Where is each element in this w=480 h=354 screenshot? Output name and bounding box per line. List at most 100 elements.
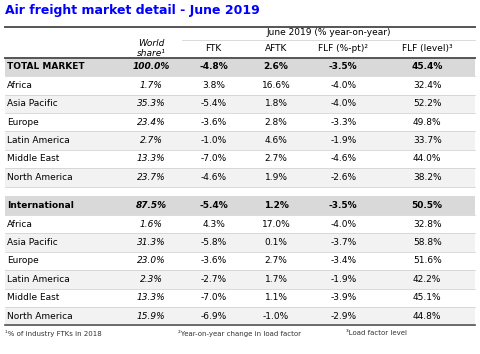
- Text: 45.4%: 45.4%: [411, 62, 443, 72]
- Text: 32.8%: 32.8%: [413, 219, 442, 229]
- Text: TOTAL MARKET: TOTAL MARKET: [7, 62, 85, 72]
- Text: 33.7%: 33.7%: [413, 136, 442, 145]
- Text: -7.0%: -7.0%: [201, 154, 227, 164]
- Text: North America: North America: [7, 173, 73, 182]
- Text: 4.3%: 4.3%: [202, 219, 225, 229]
- Text: World
share¹: World share¹: [137, 39, 166, 58]
- Text: North America: North America: [7, 312, 73, 321]
- Text: -2.6%: -2.6%: [330, 173, 356, 182]
- Text: 2.7%: 2.7%: [140, 136, 163, 145]
- Text: Europe: Europe: [7, 256, 39, 266]
- Text: -1.0%: -1.0%: [263, 312, 289, 321]
- FancyBboxPatch shape: [5, 252, 475, 270]
- Text: -5.4%: -5.4%: [201, 99, 227, 108]
- FancyBboxPatch shape: [5, 307, 475, 325]
- Text: Asia Pacific: Asia Pacific: [7, 99, 58, 108]
- Text: 87.5%: 87.5%: [136, 201, 167, 210]
- Text: -3.3%: -3.3%: [330, 118, 356, 127]
- Text: 13.3%: 13.3%: [137, 154, 166, 164]
- Text: FTK: FTK: [205, 44, 222, 53]
- FancyBboxPatch shape: [5, 150, 475, 168]
- Text: -5.8%: -5.8%: [201, 238, 227, 247]
- Text: June 2019 (% year-on-year): June 2019 (% year-on-year): [266, 28, 391, 37]
- Text: 4.6%: 4.6%: [264, 136, 288, 145]
- Text: Europe: Europe: [7, 118, 39, 127]
- Text: Air freight market detail - June 2019: Air freight market detail - June 2019: [5, 4, 260, 17]
- Text: Latin America: Latin America: [7, 275, 70, 284]
- Text: -4.6%: -4.6%: [201, 173, 227, 182]
- Text: 13.3%: 13.3%: [137, 293, 166, 302]
- Text: 1.7%: 1.7%: [264, 275, 288, 284]
- Text: Africa: Africa: [7, 219, 33, 229]
- Text: ²Year-on-year change in load factor: ²Year-on-year change in load factor: [178, 330, 300, 337]
- Text: 38.2%: 38.2%: [413, 173, 442, 182]
- Text: -3.4%: -3.4%: [330, 256, 356, 266]
- Text: -2.7%: -2.7%: [201, 275, 227, 284]
- FancyBboxPatch shape: [5, 95, 475, 113]
- Text: 1.2%: 1.2%: [264, 201, 288, 210]
- FancyBboxPatch shape: [5, 233, 475, 252]
- Text: -4.6%: -4.6%: [330, 154, 356, 164]
- Text: 1.7%: 1.7%: [140, 81, 163, 90]
- Text: 15.9%: 15.9%: [137, 312, 166, 321]
- Text: 2.6%: 2.6%: [264, 62, 288, 72]
- Text: -1.0%: -1.0%: [201, 136, 227, 145]
- Text: International: International: [7, 201, 74, 210]
- Text: 1.1%: 1.1%: [264, 293, 288, 302]
- Text: 100.0%: 100.0%: [132, 62, 170, 72]
- Text: 2.8%: 2.8%: [264, 118, 288, 127]
- Text: 23.0%: 23.0%: [137, 256, 166, 266]
- Text: -4.0%: -4.0%: [330, 219, 356, 229]
- Text: -7.0%: -7.0%: [201, 293, 227, 302]
- Text: 42.2%: 42.2%: [413, 275, 442, 284]
- FancyBboxPatch shape: [5, 168, 475, 187]
- Text: 35.3%: 35.3%: [137, 99, 166, 108]
- Text: 32.4%: 32.4%: [413, 81, 442, 90]
- Text: 16.6%: 16.6%: [262, 81, 290, 90]
- Text: 44.0%: 44.0%: [413, 154, 442, 164]
- Text: 52.2%: 52.2%: [413, 99, 442, 108]
- Text: 45.1%: 45.1%: [413, 293, 442, 302]
- Text: -3.6%: -3.6%: [201, 256, 227, 266]
- Text: 0.1%: 0.1%: [264, 238, 288, 247]
- Text: Middle East: Middle East: [7, 154, 60, 164]
- Text: 1.9%: 1.9%: [264, 173, 288, 182]
- Text: 51.6%: 51.6%: [413, 256, 442, 266]
- Text: -1.9%: -1.9%: [330, 275, 356, 284]
- Text: FLF (%-pt)²: FLF (%-pt)²: [318, 44, 368, 53]
- Text: 2.7%: 2.7%: [264, 256, 288, 266]
- FancyBboxPatch shape: [5, 58, 475, 76]
- Text: -3.7%: -3.7%: [330, 238, 356, 247]
- Text: FLF (level)³: FLF (level)³: [402, 44, 453, 53]
- Text: Latin America: Latin America: [7, 136, 70, 145]
- Text: 17.0%: 17.0%: [262, 219, 290, 229]
- Text: -3.5%: -3.5%: [329, 62, 358, 72]
- Text: -1.9%: -1.9%: [330, 136, 356, 145]
- Text: Middle East: Middle East: [7, 293, 60, 302]
- Text: -4.8%: -4.8%: [199, 62, 228, 72]
- FancyBboxPatch shape: [5, 113, 475, 131]
- FancyBboxPatch shape: [5, 215, 475, 233]
- Text: 3.8%: 3.8%: [202, 81, 225, 90]
- Text: 23.4%: 23.4%: [137, 118, 166, 127]
- Text: 23.7%: 23.7%: [137, 173, 166, 182]
- Text: -4.0%: -4.0%: [330, 99, 356, 108]
- Text: ¹% of industry FTKs in 2018: ¹% of industry FTKs in 2018: [5, 330, 102, 337]
- Text: -4.0%: -4.0%: [330, 81, 356, 90]
- Text: 50.5%: 50.5%: [412, 201, 443, 210]
- Text: -3.9%: -3.9%: [330, 293, 356, 302]
- Text: 44.8%: 44.8%: [413, 312, 442, 321]
- Text: ³Load factor level: ³Load factor level: [346, 330, 407, 336]
- Text: AFTK: AFTK: [265, 44, 287, 53]
- FancyBboxPatch shape: [5, 196, 475, 215]
- Text: -3.6%: -3.6%: [201, 118, 227, 127]
- FancyBboxPatch shape: [5, 131, 475, 150]
- Text: -6.9%: -6.9%: [201, 312, 227, 321]
- Text: Africa: Africa: [7, 81, 33, 90]
- Text: -2.9%: -2.9%: [330, 312, 356, 321]
- Text: 58.8%: 58.8%: [413, 238, 442, 247]
- Text: 2.7%: 2.7%: [264, 154, 288, 164]
- FancyBboxPatch shape: [5, 289, 475, 307]
- Text: 31.3%: 31.3%: [137, 238, 166, 247]
- Text: -3.5%: -3.5%: [329, 201, 358, 210]
